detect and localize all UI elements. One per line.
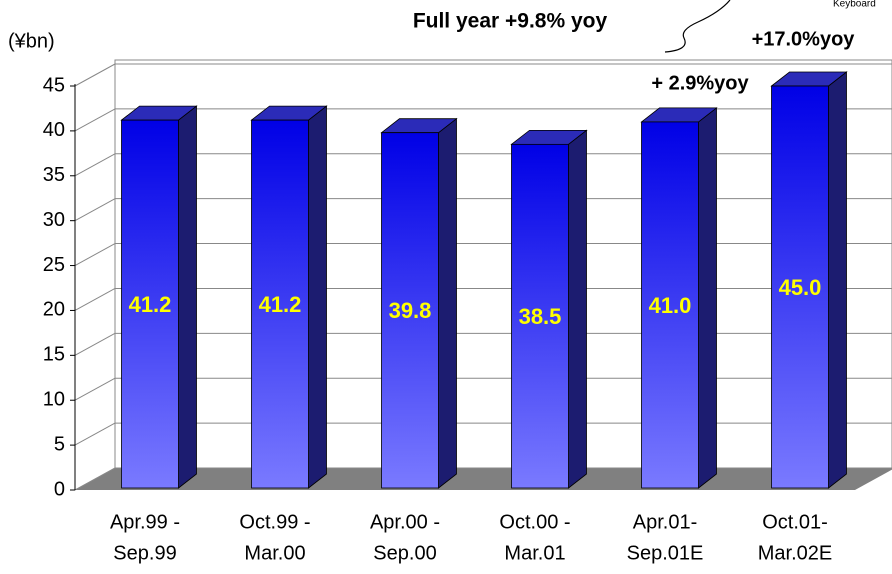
bar-side [308, 105, 327, 489]
grid-line [74, 467, 116, 491]
y-tick-label: 35 [43, 164, 65, 186]
bar-side [698, 107, 717, 489]
x-tick-label: Mar.01 [504, 542, 565, 564]
grid-line [74, 108, 116, 132]
x-tick-label: Apr.00 - [370, 511, 440, 533]
bar-side [178, 105, 197, 489]
x-tick-label: Apr.99 - [110, 511, 180, 533]
y-tick-label: 40 [43, 119, 65, 141]
value-label: 41.2 [259, 292, 302, 317]
y-tick-label: 25 [43, 254, 65, 276]
annotation: + 2.9%yoy [651, 72, 749, 94]
bar-side [568, 129, 587, 489]
floor [75, 468, 892, 490]
bars: 41.2 41.2 39.8 38.5 41.0 45.0 [120, 71, 848, 489]
bar-side [828, 71, 847, 489]
value-label: 41.2 [129, 292, 172, 317]
value-label: 39.8 [389, 298, 432, 323]
y-tick-label: 10 [43, 389, 65, 411]
x-tick-label: Apr.01- [633, 511, 697, 533]
bar [641, 121, 699, 489]
annotation: +17.0%yoy [752, 28, 856, 50]
y-tick-label: 30 [43, 209, 65, 231]
y-tick-label: 45 [43, 74, 65, 96]
grid-line [74, 332, 116, 356]
grid: 0 5 10 15 20 25 30 35 40 45 Apr.99 - Sep.99 Oct.99 -… [43, 63, 892, 564]
value-label: 41.0 [649, 293, 692, 318]
bar-side [438, 117, 457, 489]
x-tick-label: Mar.00 [244, 542, 305, 564]
y-axis-label: (¥bn) [8, 30, 55, 52]
grid-line [74, 198, 116, 222]
bar [771, 85, 829, 489]
grid-line [74, 63, 116, 87]
x-tick-label: Mar.02E [758, 542, 832, 564]
grid-line [74, 422, 116, 446]
grid-line [74, 377, 116, 401]
x-tick-label: Oct.99 - [239, 511, 310, 533]
value-label: 38.5 [519, 304, 562, 329]
y-tick-label: 20 [43, 299, 65, 321]
y-tick-label: 0 [54, 478, 65, 500]
x-tick-label: Sep.99 [113, 542, 176, 564]
bar [121, 119, 179, 489]
bar [251, 119, 309, 489]
annotation: Keyboard [833, 0, 876, 10]
annotation: Full year +9.8% yoy [413, 10, 608, 33]
bar [511, 143, 569, 489]
x-tick-label: Sep.01E [627, 542, 704, 564]
x-tick-label: Oct.01- [762, 511, 828, 533]
x-tick-label: Sep.00 [373, 542, 436, 564]
brace [664, 0, 731, 53]
value-label: 45.0 [779, 275, 822, 300]
grid-line [74, 243, 116, 266]
bar [381, 132, 439, 489]
grid-line [74, 288, 116, 311]
y-tick-label: 15 [43, 344, 65, 366]
y-tick-label: 5 [54, 433, 65, 455]
grid-line [74, 153, 116, 177]
x-tick-label: Oct.00 - [499, 511, 570, 533]
